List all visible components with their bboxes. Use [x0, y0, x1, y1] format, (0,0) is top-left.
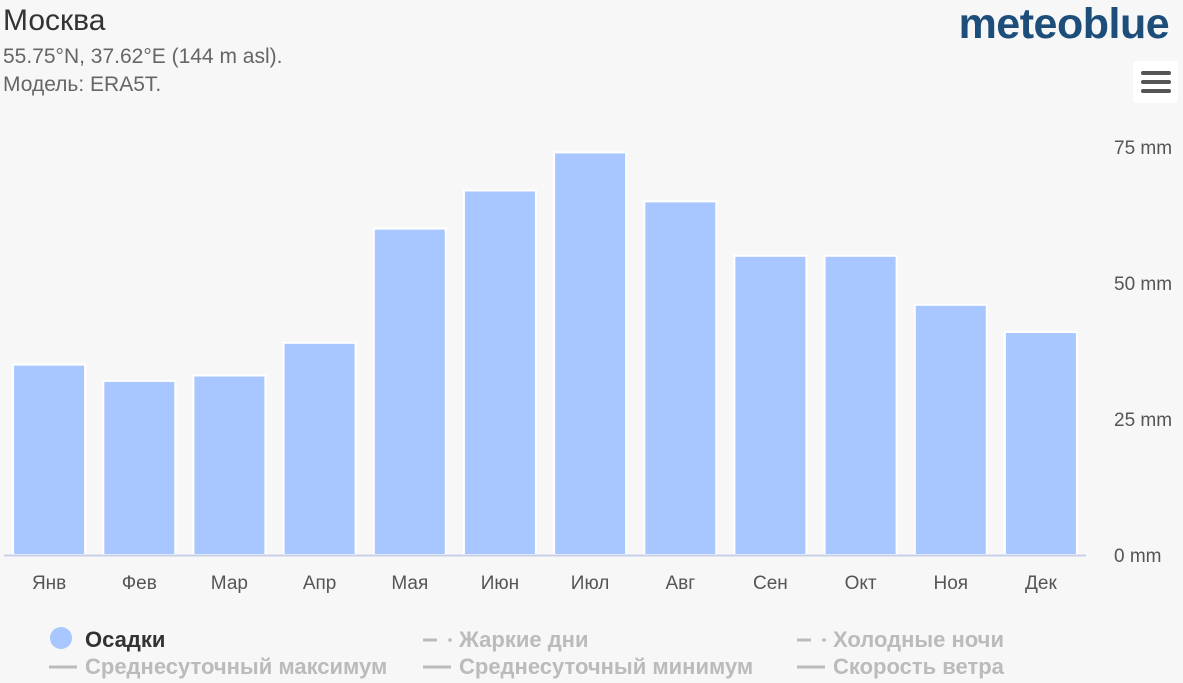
- location-coordinates: 55.75°N, 37.62°E (144 m asl).: [3, 45, 283, 68]
- legend-dash-dot-icon: [797, 638, 826, 642]
- x-tick-label: Мар: [211, 573, 248, 594]
- x-tick-label: Сен: [753, 573, 788, 594]
- legend-label: Осадки: [85, 627, 166, 652]
- bar-Фев[interactable]: [102, 379, 177, 556]
- y-tick-label: 50 mm: [1114, 274, 1172, 295]
- x-tick-label: Авг: [665, 573, 695, 594]
- legend-label: Среднесуточный максимум: [85, 654, 388, 679]
- bar-Окт[interactable]: [823, 254, 898, 557]
- precipitation-chart: Янв Фев Мар Апр Мая Июн Июл Авг Сен Окт Ноя Дек 0 m…: [4, 138, 1172, 594]
- bar-Ноя[interactable]: [913, 303, 988, 556]
- legend-label: Скорость ветра: [833, 654, 1004, 679]
- bar-Янв[interactable]: [12, 363, 87, 556]
- legend-line-icon: [797, 665, 825, 669]
- hamburger-menu-icon: [1141, 71, 1171, 93]
- x-tick-label: Окт: [845, 573, 877, 594]
- y-tick-label: 0 mm: [1114, 546, 1162, 567]
- legend-line-icon: [49, 665, 77, 669]
- x-tick-label: Янв: [32, 573, 66, 594]
- x-tick-label: Мая: [391, 573, 428, 594]
- x-tick-label: Ноя: [934, 573, 969, 594]
- legend-circle-icon: [50, 627, 72, 649]
- x-tick-label: Июн: [481, 573, 519, 594]
- x-tick-label: Дек: [1025, 573, 1057, 594]
- x-tick-label: Июл: [571, 573, 610, 594]
- bar-Авг[interactable]: [643, 200, 718, 556]
- bar-Сен[interactable]: [733, 254, 808, 557]
- x-tick-label: Апр: [303, 573, 337, 594]
- bar-Дек[interactable]: [1003, 331, 1078, 556]
- page-title: Москва: [3, 4, 106, 37]
- legend-label: Жаркие дни: [459, 627, 589, 652]
- bar-Июл[interactable]: [553, 151, 628, 556]
- bar-Мар[interactable]: [192, 374, 267, 556]
- legend-label: Холодные ночи: [833, 627, 1004, 652]
- bar-Апр[interactable]: [282, 341, 357, 556]
- bars-group: [12, 151, 1078, 557]
- legend-line-icon: [423, 665, 451, 669]
- meteoblue-logo[interactable]: meteoblue®: [959, 0, 1177, 49]
- x-tick-label: Фев: [122, 573, 157, 594]
- logo-text: meteoblue: [958, 0, 1170, 48]
- legend-label: Среднесуточный минимум: [459, 654, 754, 679]
- legend-dash-dot-icon: [423, 638, 452, 642]
- bar-Июн[interactable]: [462, 189, 537, 556]
- y-tick-label: 75 mm: [1114, 138, 1172, 159]
- y-tick-label: 25 mm: [1114, 410, 1172, 431]
- x-tick-labels: Янв Фев Мар Апр Мая Июн Июл Авг Сен Окт Ноя Дек: [32, 573, 1058, 594]
- bar-Мая[interactable]: [372, 227, 447, 556]
- y-tick-labels: 0 mm 25 mm 50 mm 75 mm: [1114, 138, 1172, 567]
- menu-button[interactable]: [1133, 61, 1178, 103]
- model-label: Модель: ERA5T.: [3, 73, 162, 96]
